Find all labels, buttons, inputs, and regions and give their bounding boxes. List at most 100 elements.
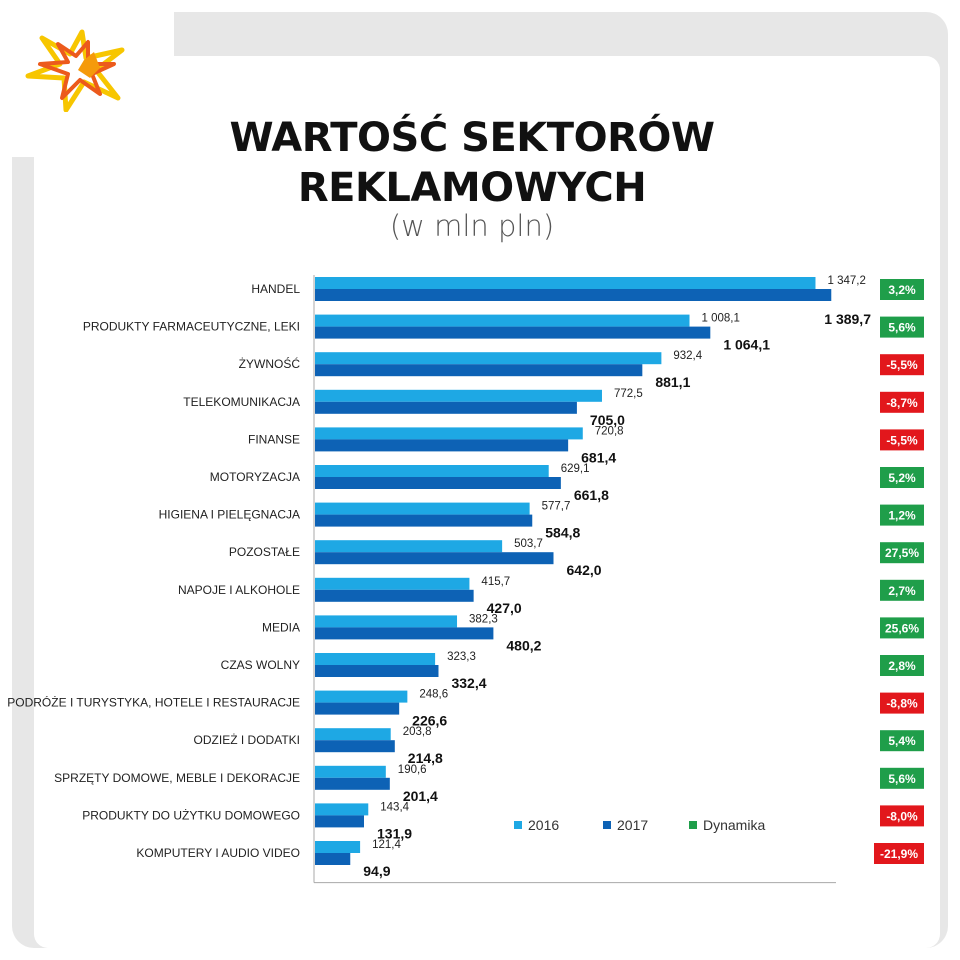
dynamika-badge <box>880 805 924 827</box>
dynamika-badge <box>880 316 924 338</box>
bar-2016 <box>315 803 369 816</box>
category-label: HANDEL <box>251 282 300 296</box>
value-label-2016: 503,7 <box>514 538 543 550</box>
dynamika-badge <box>880 354 924 376</box>
bar-2017 <box>315 777 390 790</box>
bar-2017 <box>315 815 365 828</box>
value-label-2017: 881,1 <box>655 374 690 390</box>
value-label-2016: 577,7 <box>542 501 571 513</box>
value-label-2017: 681,4 <box>581 449 616 465</box>
bar-2017 <box>315 627 494 640</box>
dynamika-badge <box>880 617 924 639</box>
bar-2016 <box>315 277 816 289</box>
category-label: KOMPUTERY I AUDIO VIDEO <box>136 846 300 860</box>
bar-2016 <box>315 690 408 703</box>
dynamika-badge <box>880 692 924 714</box>
value-label-2016: 1 008,1 <box>702 313 740 325</box>
dynamika-label: 5,6% <box>888 772 916 786</box>
dynamika-label: -5,5% <box>886 433 918 447</box>
dynamika-label: 25,6% <box>885 621 919 635</box>
dynamika-label: 5,4% <box>888 734 916 748</box>
value-label-2017: 480,2 <box>506 637 541 653</box>
bar-2016 <box>315 314 690 327</box>
value-label-2017: 201,4 <box>403 788 438 804</box>
bar-2017 <box>315 514 533 527</box>
value-label-2017: 705,0 <box>590 412 625 428</box>
value-label-2016: 121,4 <box>372 839 401 851</box>
dynamika-label: 1,2% <box>888 509 916 523</box>
value-label-2017: 332,4 <box>451 675 486 691</box>
bar-2016 <box>315 653 436 665</box>
chart-title-line1: WARTOŚĆ SEKTORÓW <box>229 115 715 161</box>
value-label-2017: 214,8 <box>408 750 443 766</box>
value-label-2016: 629,1 <box>561 463 590 475</box>
category-label: POZOSTAŁE <box>229 545 300 559</box>
value-label-2017: 131,9 <box>377 825 412 841</box>
category-label: PODRÓŻE I TURYSTYKA, HOTELE I RESTAURACJ… <box>7 695 300 710</box>
value-label-2016: 143,4 <box>380 801 409 813</box>
value-label-2016: 720,8 <box>595 425 624 437</box>
dynamika-label: 2,7% <box>888 584 916 598</box>
value-label-2017: 1 389,7 <box>824 311 871 327</box>
dynamika-badge <box>880 279 924 300</box>
category-label: HIGIENA I PIELĘGNACJA <box>159 508 300 522</box>
card-background <box>12 12 948 948</box>
category-label: FINANSE <box>248 432 300 446</box>
value-label-2016: 190,6 <box>398 764 427 776</box>
bar-2016 <box>315 352 662 365</box>
value-label-2016: 248,6 <box>419 689 448 701</box>
value-label-2017: 226,6 <box>412 713 447 729</box>
dynamika-badge <box>880 579 924 601</box>
dynamika-badge <box>880 767 924 789</box>
category-label: SPRZĘTY DOMOWE, MEBLE I DEKORACJE <box>54 771 300 785</box>
bar-2017 <box>315 853 351 865</box>
value-label-2016: 932,4 <box>673 350 702 362</box>
bar-2016 <box>315 502 530 515</box>
value-label-2016: 772,5 <box>614 388 643 400</box>
dynamika-badge <box>880 730 924 752</box>
dynamika-badge <box>880 655 924 676</box>
dynamika-label: 3,2% <box>888 283 916 297</box>
bar-2017 <box>315 477 561 489</box>
bar-2017 <box>315 702 400 715</box>
value-label-2017: 661,8 <box>574 487 609 503</box>
bar-2017 <box>315 740 395 753</box>
dynamika-label: -8,7% <box>886 396 918 410</box>
bar-2017 <box>315 439 569 452</box>
value-label-2017: 427,0 <box>487 600 522 616</box>
dynamika-label: -8,8% <box>886 697 918 711</box>
legend-2017-text: 2017 <box>617 817 648 833</box>
category-label: PRODUKTY FARMACEUTYCZNE, LEKI <box>83 320 300 334</box>
bar-2016 <box>315 765 386 778</box>
dynamika-badge <box>874 843 924 864</box>
bar-2016 <box>315 389 602 402</box>
bar-2016 <box>315 540 503 553</box>
legend-2016-text: 2016 <box>528 817 559 833</box>
dynamika-badge <box>880 391 924 413</box>
legend-dynamika-swatch <box>689 821 697 829</box>
dynamika-label: -21,9% <box>880 847 918 861</box>
dynamika-label: 5,6% <box>888 321 916 335</box>
category-label: TELEKOMUNIKACJA <box>183 395 300 409</box>
dynamika-badge <box>880 504 924 526</box>
bar-2016 <box>315 577 470 590</box>
value-label-2017: 642,0 <box>567 562 602 578</box>
value-label-2016: 323,3 <box>447 651 476 663</box>
category-label: CZAS WOLNY <box>221 658 300 672</box>
chart-title-line2: REKLAMOWYCH <box>297 165 647 211</box>
category-label: NAPOJE I ALKOHOLE <box>178 583 300 597</box>
value-label-2016: 382,3 <box>469 613 498 625</box>
bar-2017 <box>315 589 474 602</box>
category-label: ŻYWNOŚĆ <box>239 356 301 371</box>
value-label-2017: 584,8 <box>545 525 580 541</box>
dynamika-badge <box>880 467 924 488</box>
dynamika-badge <box>880 429 924 451</box>
bar-2016 <box>315 841 361 853</box>
category-label: MOTORYZACJA <box>210 470 300 484</box>
dynamika-badge <box>880 542 924 564</box>
value-label-2016: 1 347,2 <box>827 275 865 287</box>
bar-2016 <box>315 465 549 477</box>
dynamika-label: -8,0% <box>886 809 918 823</box>
category-label: PRODUKTY DO UŻYTKU DOMOWEGO <box>82 808 300 822</box>
